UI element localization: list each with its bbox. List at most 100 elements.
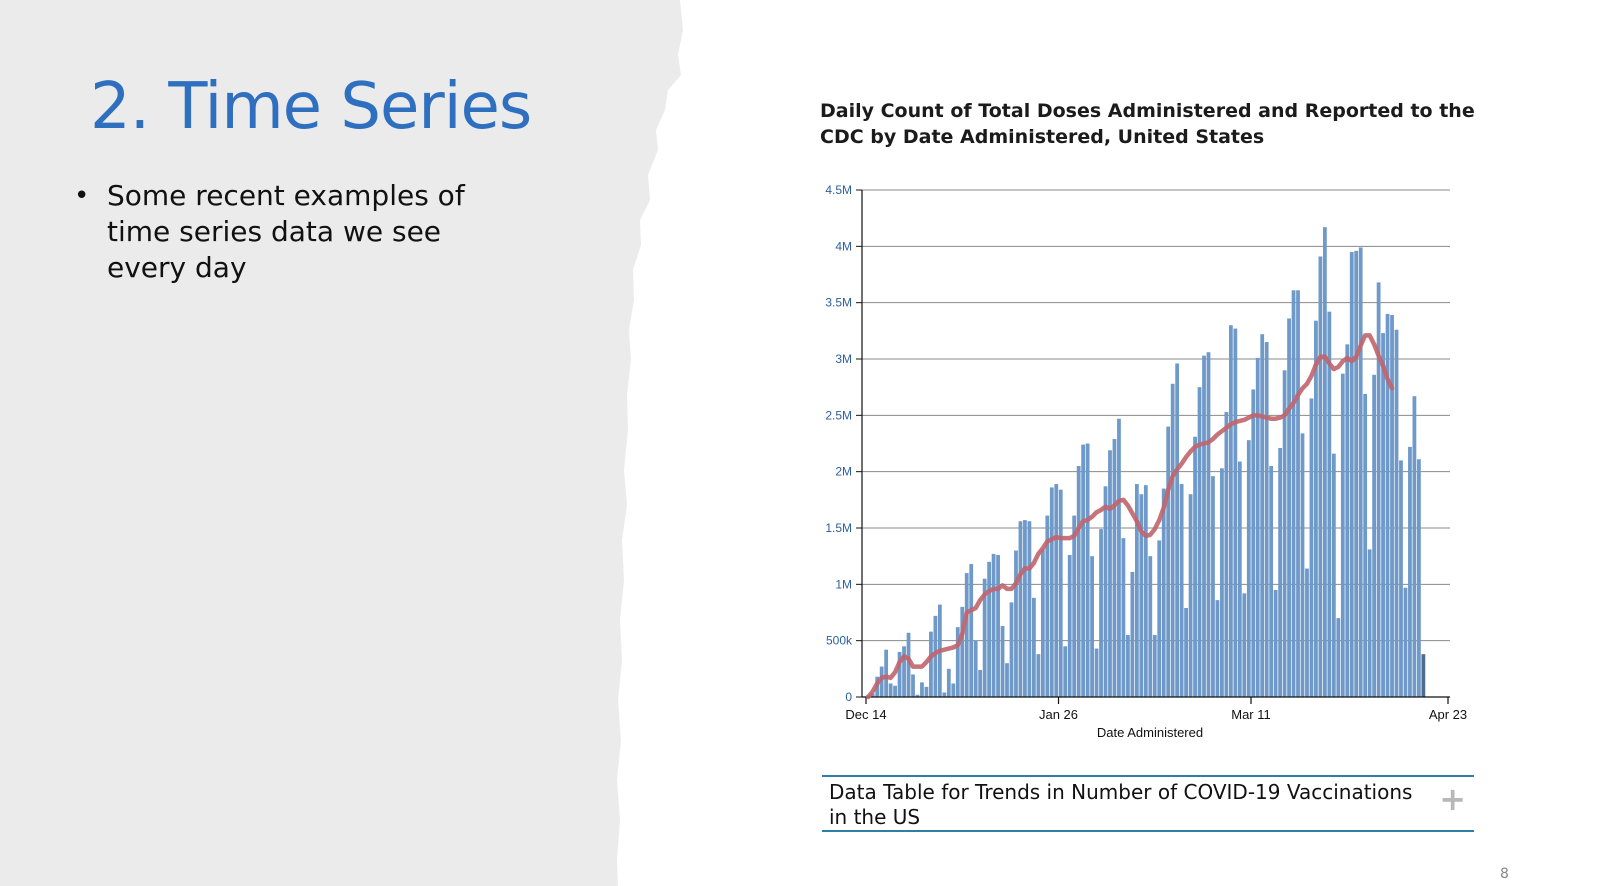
bar — [1228, 325, 1233, 697]
bar — [1246, 440, 1251, 697]
bar — [1242, 593, 1247, 697]
bar — [1358, 247, 1363, 697]
bar — [1134, 484, 1139, 697]
bar — [1372, 374, 1377, 697]
bar — [879, 666, 884, 697]
bar — [1269, 466, 1274, 697]
bar — [1009, 602, 1014, 697]
bullet-item: • Some recent examples of time series dat… — [72, 178, 502, 286]
bar — [1376, 282, 1381, 697]
bar — [1032, 597, 1036, 697]
bar — [1045, 515, 1050, 697]
chart-title: Daily Count of Total Doses Administered … — [820, 100, 1475, 148]
bar — [1363, 393, 1368, 697]
bar — [929, 631, 933, 697]
bar — [1139, 494, 1144, 697]
bar — [1072, 515, 1077, 697]
bar — [1023, 520, 1027, 697]
slide-title: 2. Time Series — [90, 70, 532, 144]
chart-axes — [861, 190, 1450, 698]
x-tick-label: Mar 11 — [1231, 707, 1271, 722]
y-axis-ticks: 0 500k 1M 1.5M 2M 2.5M 3M 3.5M 4M 4.5M — [825, 183, 862, 704]
bar — [969, 564, 974, 697]
chart-bars — [866, 227, 1426, 697]
bar — [1099, 529, 1103, 697]
bar — [960, 606, 965, 697]
bar — [1202, 355, 1206, 697]
bar — [1170, 383, 1175, 697]
bar — [973, 640, 978, 697]
bar — [1081, 444, 1086, 697]
bar — [1305, 568, 1309, 697]
bar — [1421, 654, 1426, 697]
y-tick-label: 1.5M — [825, 521, 852, 535]
y-tick-label: 2M — [835, 465, 852, 479]
y-tick-label: 4.5M — [825, 183, 852, 197]
bar — [1278, 448, 1283, 697]
bar — [1390, 315, 1394, 697]
bar — [1067, 555, 1072, 697]
bar — [915, 694, 920, 697]
bar — [906, 632, 911, 697]
bar — [942, 692, 947, 697]
bar — [946, 668, 951, 697]
x-tick-label: Apr 23 — [1429, 707, 1467, 722]
bar — [1076, 466, 1081, 697]
y-tick-label: 0 — [845, 690, 852, 704]
bar — [951, 683, 956, 697]
bar — [978, 669, 983, 697]
bar — [1126, 635, 1130, 697]
bar — [924, 686, 929, 697]
data-table-label: Data Table for Trends in Number of COVID… — [829, 780, 1413, 829]
moving-average-layer — [865, 333, 1395, 700]
bar — [1184, 607, 1188, 697]
bar — [897, 651, 902, 697]
bar — [1345, 344, 1350, 697]
x-axis-ticks: Dec 14 Jan 26 Mar 11 Apr 23 — [845, 697, 1467, 722]
bar — [1090, 556, 1094, 697]
bar — [955, 627, 960, 697]
bar — [1220, 468, 1224, 697]
bar — [1237, 461, 1242, 697]
bar — [1094, 648, 1099, 697]
bar — [1403, 587, 1408, 697]
bar — [1296, 290, 1300, 697]
bar — [933, 615, 938, 697]
bar — [1412, 396, 1417, 697]
bar — [1197, 387, 1202, 697]
bar — [1349, 251, 1354, 697]
bar — [1331, 453, 1336, 697]
bar — [1005, 663, 1009, 697]
bar — [1394, 329, 1399, 697]
bar — [1179, 484, 1184, 697]
bar — [1417, 459, 1421, 697]
bar — [920, 682, 924, 697]
bar — [884, 649, 889, 697]
bar — [1152, 635, 1157, 697]
bar — [1121, 538, 1126, 697]
bar — [1314, 320, 1318, 697]
bar — [1399, 460, 1403, 697]
bar — [991, 553, 996, 697]
bar — [1300, 433, 1305, 697]
y-tick-label: 2.5M — [825, 408, 852, 422]
bar — [1085, 443, 1090, 697]
bar — [1381, 333, 1385, 697]
bar — [982, 578, 987, 697]
bar — [1287, 318, 1291, 697]
bar — [1309, 398, 1314, 697]
bar — [1282, 370, 1287, 697]
bar — [1018, 521, 1023, 697]
bar — [1148, 556, 1153, 697]
bar — [1161, 488, 1166, 697]
data-table-toggle[interactable]: Data Table for Trends in Number of COVID… — [822, 775, 1474, 832]
bullet-icon: • — [74, 181, 90, 211]
bar — [1264, 342, 1269, 697]
y-tick-label: 3.5M — [825, 296, 852, 310]
bar — [1157, 540, 1162, 697]
bar — [1188, 494, 1193, 697]
bar — [1036, 654, 1041, 697]
bar — [1103, 486, 1108, 697]
bar — [893, 685, 897, 697]
